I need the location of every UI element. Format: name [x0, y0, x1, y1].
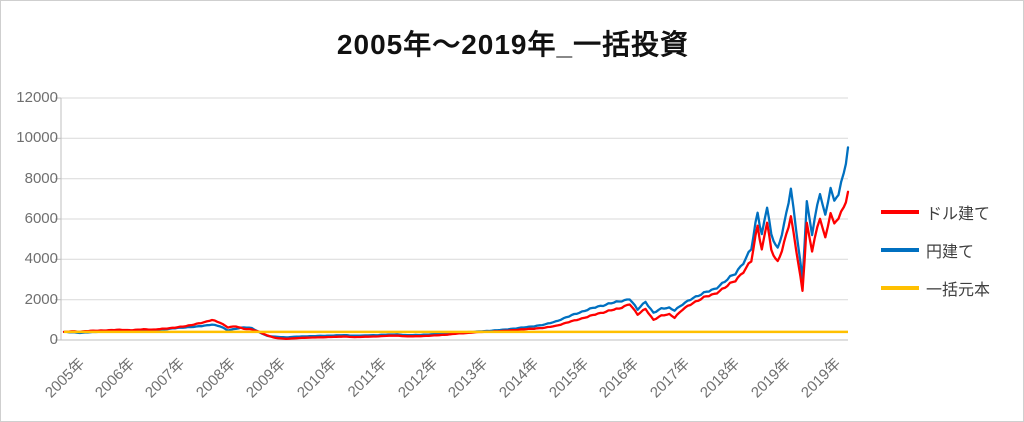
y-axis-label: 6000: [24, 210, 58, 227]
legend-label: 一括元本: [926, 282, 991, 299]
y-axis-label: 2000: [24, 291, 58, 308]
y-axis-label: 12000: [16, 89, 58, 106]
legend-item-dollar: ドル建て: [881, 203, 991, 223]
y-axis-label: 0: [49, 331, 58, 348]
legend-label: 円建て: [926, 244, 975, 261]
chart-title: 2005年～2019年_一括投資: [336, 29, 690, 60]
legend-swatch-gold-line: [881, 286, 919, 290]
legend-item-principal: 一括元本: [881, 279, 991, 299]
y-axis-label: 10000: [16, 129, 58, 146]
legend-label: ドル建て: [926, 206, 991, 223]
legend-swatch-blue-line: [881, 248, 919, 252]
legend-swatch-red-line: [881, 210, 919, 214]
y-axis-label: 4000: [24, 250, 58, 267]
legend-item-yen: 円建て: [881, 241, 975, 261]
y-axis-label: 8000: [24, 170, 58, 187]
